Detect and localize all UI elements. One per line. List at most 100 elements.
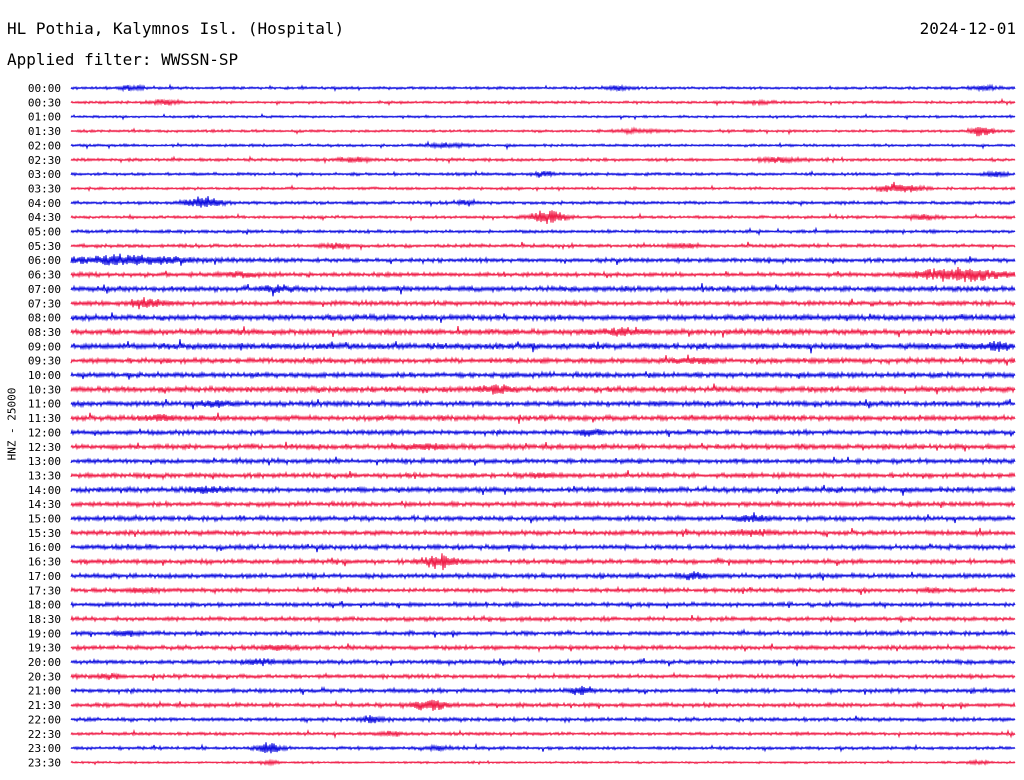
seismic-trace [70, 226, 1016, 237]
trace-time-label: 05:00 [28, 226, 61, 239]
seismic-trace [70, 312, 1016, 323]
trace-time-label: 17:30 [28, 584, 61, 597]
seismic-trace [70, 585, 1016, 596]
trace-time-label: 18:30 [28, 613, 61, 626]
seismic-trace [70, 742, 1016, 754]
trace-time-label: 12:00 [28, 426, 61, 439]
seismic-trace [70, 699, 1016, 711]
trace-time-label: 14:00 [28, 484, 61, 497]
seismic-trace [70, 210, 1016, 225]
trace-time-label: 09:00 [28, 340, 61, 353]
trace-time-label: 03:00 [28, 168, 61, 181]
trace-time-label: 20:30 [28, 670, 61, 683]
seismic-trace [70, 126, 1016, 137]
seismic-trace [70, 398, 1016, 410]
seismic-trace [70, 671, 1016, 682]
station-title: HL Pothia, Kalymnos Isl. (Hospital) [7, 19, 345, 38]
trace-time-label: 16:30 [28, 556, 61, 569]
trace-time-label: 13:30 [28, 469, 61, 482]
seismic-trace [70, 614, 1016, 624]
seismic-trace [70, 628, 1016, 638]
seismic-trace [70, 512, 1016, 524]
trace-time-label: 18:00 [28, 599, 61, 612]
seismic-trace [70, 253, 1016, 266]
seismic-trace [70, 283, 1016, 297]
seismic-trace [70, 599, 1016, 610]
seismic-trace [70, 140, 1016, 151]
seismic-trace [70, 370, 1016, 380]
seismic-trace [70, 642, 1016, 653]
trace-time-label: 01:00 [28, 111, 61, 124]
trace-time-label: 10:00 [28, 369, 61, 382]
trace-time-label: 19:30 [28, 642, 61, 655]
trace-time-label: 20:00 [28, 656, 61, 669]
trace-time-label: 09:30 [28, 355, 61, 368]
seismic-trace [70, 354, 1016, 366]
trace-time-label: 01:30 [28, 125, 61, 138]
trace-time-label: 08:30 [28, 326, 61, 339]
seismic-trace [70, 758, 1016, 767]
trace-time-label: 15:00 [28, 513, 61, 526]
trace-time-label: 22:00 [28, 713, 61, 726]
trace-time-label: 23:00 [28, 742, 61, 755]
seismic-trace [70, 553, 1016, 571]
seismic-trace [70, 715, 1016, 724]
seismic-trace [70, 685, 1016, 696]
seismic-trace [70, 456, 1016, 466]
record-date: 2024-12-01 [919, 19, 1016, 38]
trace-time-label: 07:00 [28, 283, 61, 296]
trace-time-label: 17:00 [28, 570, 61, 583]
seismic-trace [70, 412, 1016, 424]
trace-time-label: 10:30 [28, 383, 61, 396]
seismic-trace [70, 241, 1016, 251]
seismic-trace [70, 571, 1016, 581]
seismic-trace [70, 326, 1016, 338]
trace-time-label: 16:00 [28, 541, 61, 554]
seismic-trace [70, 155, 1016, 165]
seismic-trace [70, 542, 1016, 553]
trace-time-label: 13:00 [28, 455, 61, 468]
trace-time-label: 08:00 [28, 312, 61, 325]
trace-time-label: 21:00 [28, 685, 61, 698]
trace-time-label: 03:30 [28, 182, 61, 195]
seismic-trace [70, 383, 1016, 395]
seismic-trace [70, 196, 1016, 208]
trace-time-label: 14:30 [28, 498, 61, 511]
seismic-trace [70, 266, 1016, 283]
trace-time-label: 22:30 [28, 728, 61, 741]
seismic-trace [70, 427, 1016, 438]
seismic-trace [70, 499, 1016, 509]
trace-time-label: 04:00 [28, 197, 61, 210]
seismic-trace [70, 470, 1016, 481]
trace-time-label: 00:30 [28, 96, 61, 109]
trace-time-label: 11:30 [28, 412, 61, 425]
seismic-trace [70, 484, 1016, 496]
seismic-trace [70, 441, 1016, 452]
seismic-trace [70, 297, 1016, 310]
seismic-trace [70, 97, 1016, 107]
trace-time-label: 02:30 [28, 154, 61, 167]
trace-time-label: 00:00 [28, 82, 61, 95]
trace-time-label: 11:00 [28, 398, 61, 411]
trace-time-label: 12:30 [28, 441, 61, 454]
seismic-trace [70, 527, 1016, 538]
filter-label: Applied filter: WWSSN-SP [7, 50, 239, 69]
trace-time-label: 02:00 [28, 139, 61, 152]
seismic-trace [70, 169, 1016, 179]
seismic-trace [70, 83, 1016, 93]
trace-time-label: 23:30 [28, 756, 61, 769]
trace-time-label: 07:30 [28, 297, 61, 310]
trace-time-label: 04:30 [28, 211, 61, 224]
trace-time-label: 05:30 [28, 240, 61, 253]
seismic-trace [70, 728, 1016, 739]
trace-time-label: 21:30 [28, 699, 61, 712]
seismic-trace [70, 181, 1016, 193]
trace-time-label: 15:30 [28, 527, 61, 540]
seismic-trace [70, 112, 1016, 121]
trace-time-label: 06:30 [28, 269, 61, 282]
seismic-trace [70, 339, 1016, 354]
trace-time-label: 19:00 [28, 627, 61, 640]
seismic-trace [70, 657, 1016, 667]
trace-time-label: 06:00 [28, 254, 61, 267]
